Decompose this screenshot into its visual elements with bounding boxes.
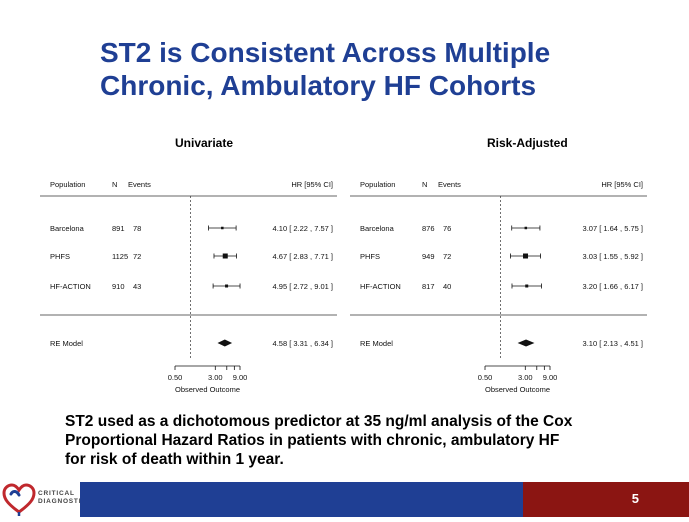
column-header-hr: HR [95% CI] <box>601 180 643 189</box>
hr-ci-label: 3.07 [ 1.64 , 5.75 ] <box>583 224 643 233</box>
title-line-1: ST2 is Consistent Across Multiple <box>100 37 551 68</box>
panel-title-univariate: Univariate <box>175 136 234 150</box>
column-header-events: Events <box>128 180 151 189</box>
caption-line-2: Proportional Hazard Ratios in patients w… <box>65 432 560 449</box>
hr-ci-label: 4.67 [ 2.83 , 7.71 ] <box>273 252 333 261</box>
study-events: 43 <box>133 282 141 291</box>
summary-diamond <box>517 339 535 347</box>
hr-ci-label: 4.10 [ 2.22 , 7.57 ] <box>273 224 333 233</box>
logo-line-2: DIAGNOSTICS <box>38 498 92 505</box>
point-estimate <box>525 284 529 288</box>
caption-line-1: ST2 used as a dichotomous predictor at 3… <box>65 413 573 430</box>
slide-caption: ST2 used as a dichotomous predictor at 3… <box>65 412 650 469</box>
summary-label: RE Model <box>50 339 83 348</box>
footer-bar-blue <box>80 482 523 517</box>
column-header-n: N <box>422 180 427 189</box>
study-events: 40 <box>443 282 451 291</box>
summary-hr-ci-label: 3.10 [ 2.13 , 4.51 ] <box>583 339 643 348</box>
column-header-population: Population <box>50 180 85 189</box>
x-tick-label: 3.00 <box>518 373 533 382</box>
logo-text: CRITICAL DIAGNOSTICS <box>38 490 92 506</box>
title-line-2: Chronic, Ambulatory HF Cohorts <box>100 70 537 101</box>
point-estimate <box>524 226 528 230</box>
point-estimate <box>225 284 229 288</box>
study-label: HF-ACTION <box>50 282 91 291</box>
summary-label: RE Model <box>360 339 393 348</box>
study-n: 891 <box>112 224 125 233</box>
heart-logo-icon <box>2 483 36 516</box>
study-events: 78 <box>133 224 141 233</box>
hr-ci-label: 3.20 [ 1.66 , 6.17 ] <box>583 282 643 291</box>
summary-hr-ci-label: 4.58 [ 3.31 , 6.34 ] <box>273 339 333 348</box>
logo-line-1: CRITICAL <box>38 490 75 497</box>
study-n: 876 <box>422 224 435 233</box>
study-n: 1125 <box>112 252 128 261</box>
column-header-population: Population <box>360 180 395 189</box>
x-tick-label: 3.00 <box>208 373 223 382</box>
study-n: 817 <box>422 282 435 291</box>
column-header-events: Events <box>438 180 461 189</box>
x-tick-label: 0.50 <box>478 373 493 382</box>
slide-title: ST2 is Consistent Across Multiple Chroni… <box>100 36 660 102</box>
point-estimate <box>222 253 228 259</box>
forest-plot-univariate: Population N Events HR [95% CI] Barcelona 891… <box>40 180 337 394</box>
column-header-n: N <box>112 180 117 189</box>
x-tick-label: 9.00 <box>233 373 248 382</box>
x-tick-label: 0.50 <box>168 373 183 382</box>
study-n: 949 <box>422 252 435 261</box>
study-label: Barcelona <box>360 224 395 233</box>
x-axis-label: Observed Outcome <box>485 385 550 394</box>
caption-line-3: for risk of death within 1 year. <box>65 451 284 468</box>
hr-ci-label: 4.95 [ 2.72 , 9.01 ] <box>273 282 333 291</box>
panel-title-risk-adjusted: Risk-Adjusted <box>487 136 568 150</box>
summary-diamond <box>217 339 233 347</box>
study-label: HF-ACTION <box>360 282 401 291</box>
x-tick-label: 9.00 <box>543 373 558 382</box>
footer-bar-red: 5 <box>523 482 689 517</box>
column-header-hr: HR [95% CI] <box>291 180 333 189</box>
study-events: 76 <box>443 224 451 233</box>
company-logo: CRITICAL DIAGNOSTICS <box>2 482 91 517</box>
point-estimate <box>523 253 529 259</box>
x-axis-label: Observed Outcome <box>175 385 240 394</box>
hr-ci-label: 3.03 [ 1.55 , 5.92 ] <box>583 252 643 261</box>
study-n: 910 <box>112 282 125 291</box>
page-number: 5 <box>631 491 639 506</box>
forest-plot-risk-adjusted: Population N Events HR [95% CI] Barcelona 876… <box>350 180 647 394</box>
study-events: 72 <box>443 252 451 261</box>
study-label: Barcelona <box>50 224 85 233</box>
study-label: PHFS <box>360 252 380 261</box>
study-events: 72 <box>133 252 141 261</box>
point-estimate <box>221 226 224 230</box>
study-label: PHFS <box>50 252 70 261</box>
